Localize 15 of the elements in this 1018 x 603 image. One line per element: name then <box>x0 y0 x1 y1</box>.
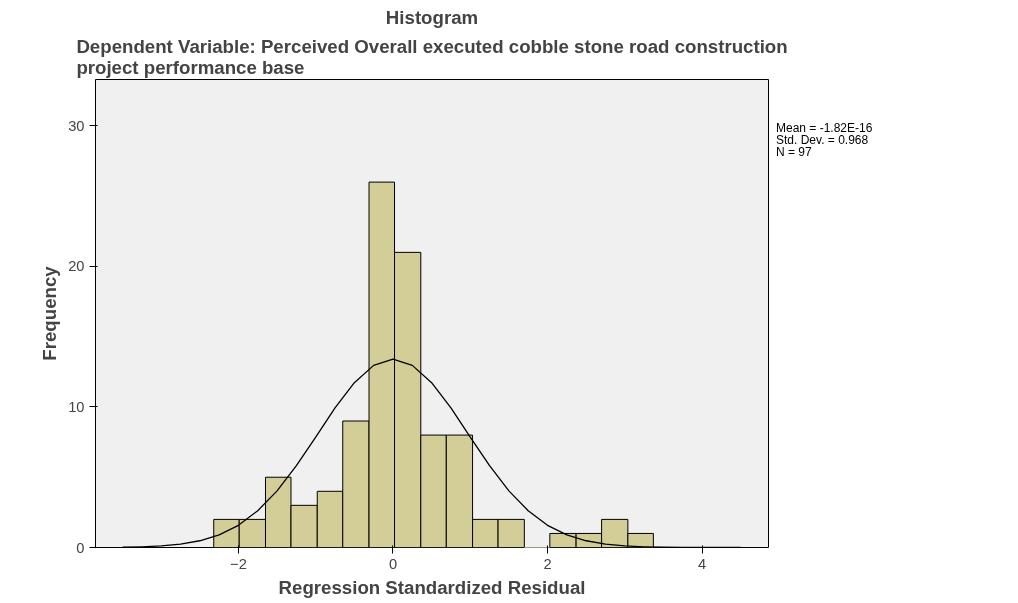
x-tick-label: 2 <box>543 555 552 572</box>
text: Std. Dev. = 0.968 <box>776 133 869 147</box>
y-tick-label: 20 <box>68 258 85 275</box>
x-tick-label: −2 <box>230 555 247 572</box>
y-tick-label: 0 <box>76 539 85 556</box>
x-axis-title: Regression Standardized Residual <box>278 576 586 598</box>
text: Mean = -1.82E-16 <box>776 121 873 135</box>
x-tick-label: 4 <box>697 555 707 572</box>
y-tick-label: 10 <box>68 398 85 415</box>
y-axis-title: Frequency <box>39 265 61 361</box>
chart-subtitle: Dependent Variable: Perceived Overall executed cobble stone road construction project performance base <box>76 35 788 78</box>
x-tick-label: 0 <box>388 555 398 572</box>
chart-title: Histogram <box>385 6 479 28</box>
text: N = 97 <box>776 145 812 159</box>
y-tick-label: 30 <box>68 117 85 134</box>
